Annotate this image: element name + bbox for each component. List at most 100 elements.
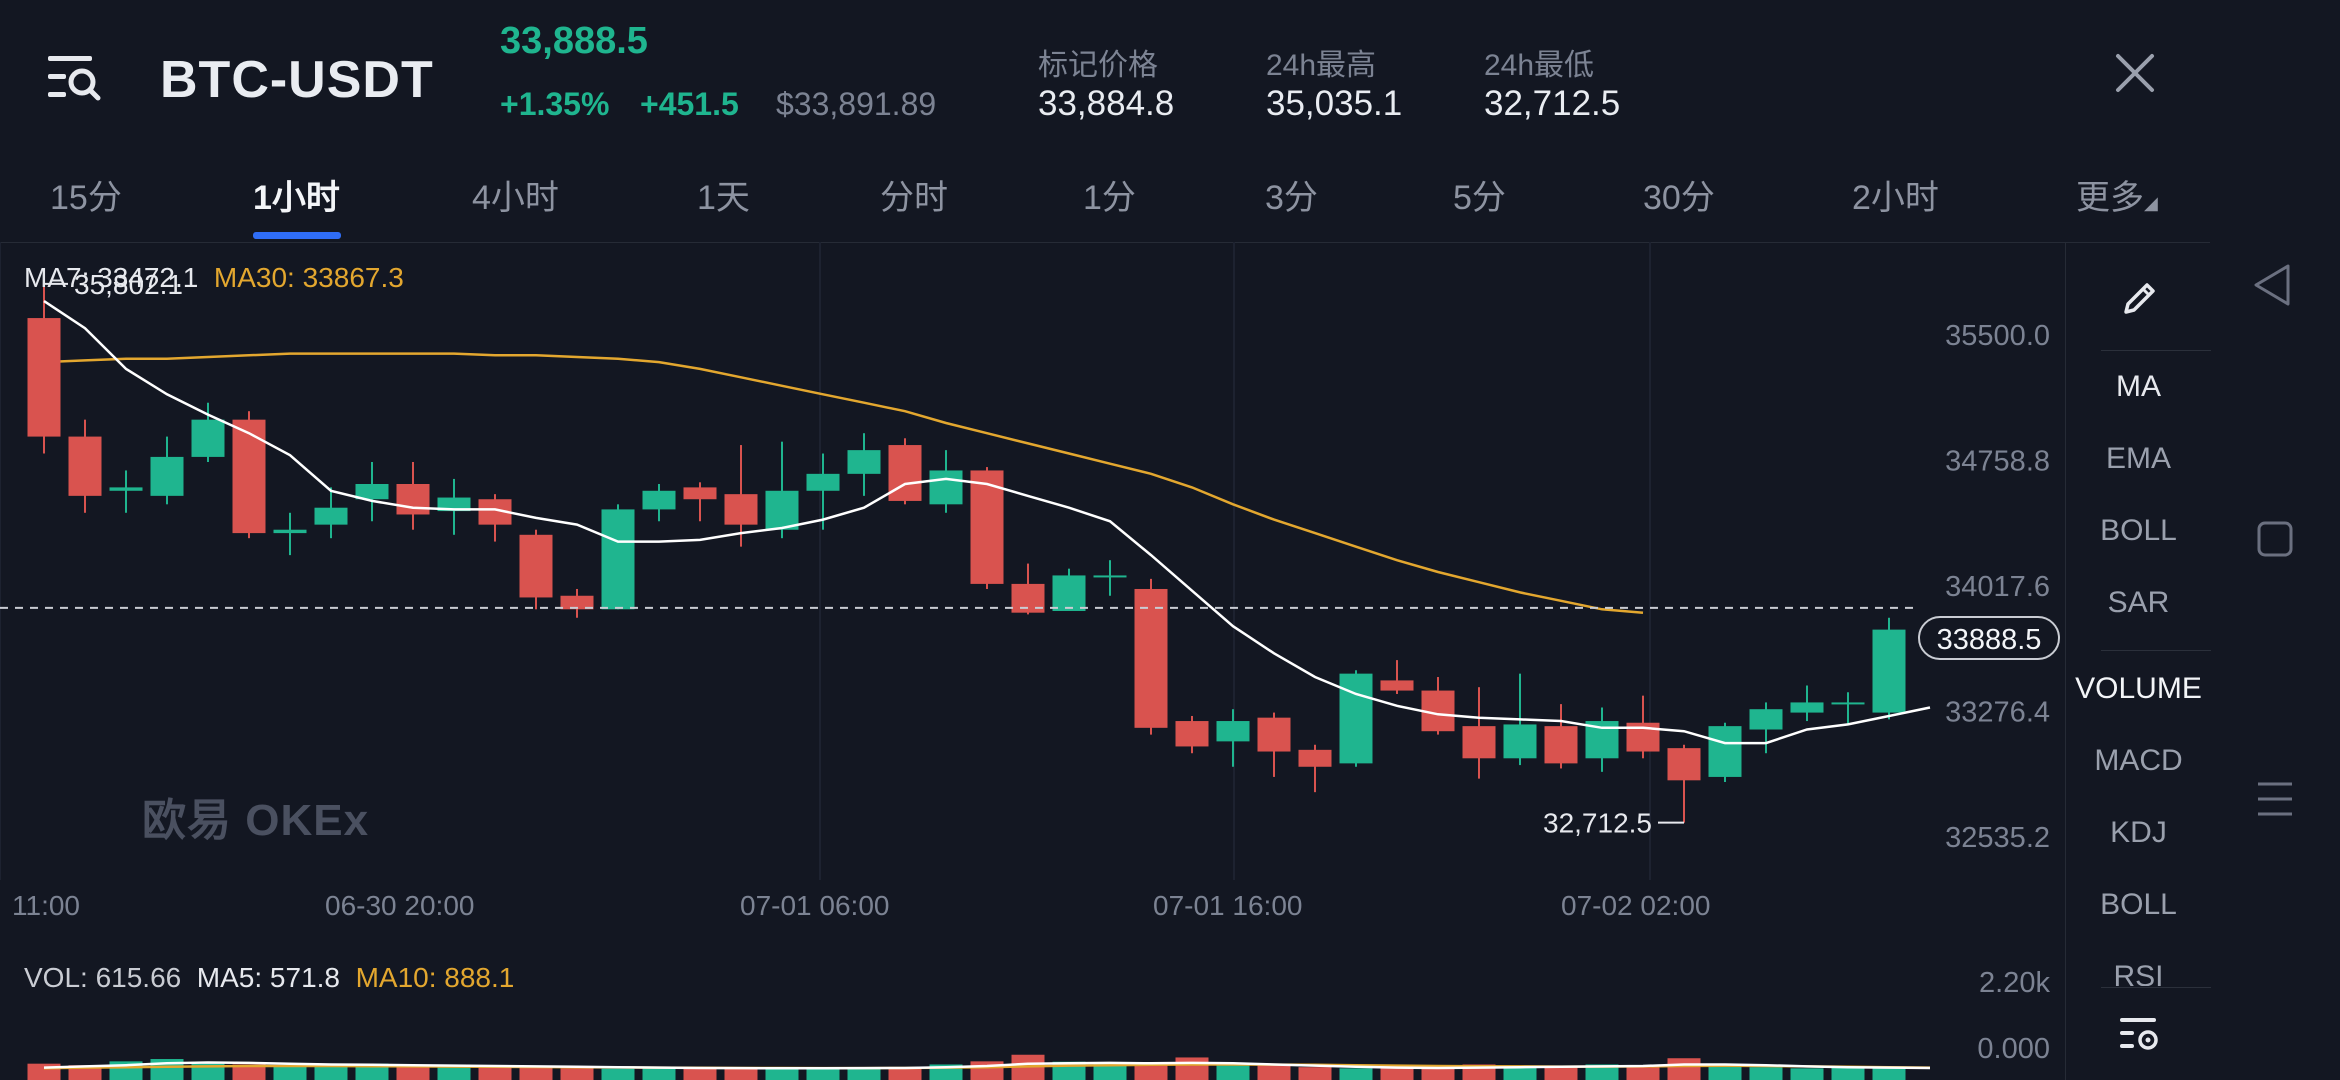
candle-body	[970, 470, 1004, 584]
candle-body	[150, 456, 184, 496]
vol-ma5-legend: MA5: 571.8	[196, 962, 340, 993]
mark-price-value: 33,884.8	[1038, 84, 1175, 123]
tab-1d[interactable]: 1天	[697, 179, 750, 217]
candle-body	[888, 445, 922, 501]
ma30-line	[43, 352, 1644, 614]
candle-body	[1544, 726, 1578, 764]
ma7-legend: MA7: 33472.1	[24, 262, 199, 293]
volume-bar	[806, 1068, 840, 1080]
indicator-kdj[interactable]: KDJ	[2110, 816, 2167, 849]
volume-bar	[1503, 1066, 1537, 1080]
candle-body	[1052, 575, 1086, 611]
pair-title[interactable]: BTC-USDT	[160, 51, 434, 109]
indicator-rsi[interactable]: RSI	[2113, 960, 2164, 986]
time-tick-label: 11:00	[12, 890, 80, 921]
tab-3m[interactable]: 3分	[1265, 179, 1318, 217]
tab-more[interactable]: 更多◢	[2076, 170, 2158, 219]
pencil-icon[interactable]	[2118, 276, 2162, 320]
home-nav-icon[interactable]	[2256, 520, 2294, 558]
candle-body	[601, 509, 635, 610]
volume-bar	[1749, 1067, 1783, 1080]
candle-body	[27, 318, 61, 437]
candle-body	[683, 487, 717, 500]
candle-body	[642, 490, 676, 510]
candle-body	[1790, 702, 1824, 713]
low-24h-label: 24h最低	[1484, 49, 1595, 82]
volume-bar	[1708, 1065, 1742, 1080]
tab-2h[interactable]: 2小时	[1852, 179, 1939, 217]
tab-30m[interactable]: 30分	[1643, 179, 1715, 217]
menu-search-icon[interactable]	[46, 52, 102, 104]
candle-body	[1134, 588, 1168, 728]
volume-bar	[1585, 1064, 1619, 1080]
indicator-sar[interactable]: SAR	[2107, 586, 2170, 619]
high-24h-value: 35,035.1	[1266, 84, 1403, 123]
volume-bar	[1380, 1068, 1414, 1080]
volume-bar	[519, 1067, 553, 1080]
candle-body	[1298, 749, 1332, 767]
candle-body	[929, 470, 963, 505]
volume-bar	[1667, 1058, 1701, 1080]
candle-body	[232, 419, 266, 534]
volume-bar	[1134, 1065, 1168, 1080]
candle-body	[519, 534, 553, 598]
ma7-line	[43, 300, 1931, 745]
high-marker-label: 35,802.1	[74, 269, 183, 300]
recents-nav-icon[interactable]	[2256, 780, 2294, 818]
low-24h-value: 32,712.5	[1484, 84, 1621, 123]
back-nav-icon[interactable]	[2250, 262, 2296, 308]
ma-legend: MA7: 33472.1 MA30: 33867.3	[24, 262, 404, 294]
tab-1m[interactable]: 1分	[1083, 179, 1136, 217]
mark-price-label: 标记价格	[1038, 49, 1158, 82]
candle-body	[1216, 721, 1250, 742]
tab-1h[interactable]: 1小时	[253, 179, 340, 217]
candle-body	[1708, 726, 1742, 777]
volume-bar	[724, 1067, 758, 1080]
ma30-legend: MA30: 33867.3	[213, 262, 404, 293]
candle-body	[109, 487, 143, 491]
indicator-settings-icon[interactable]	[2118, 1014, 2162, 1054]
price-tick-label: 33276.4	[1945, 697, 2050, 729]
candle-body	[1093, 575, 1127, 578]
candle-body	[847, 450, 881, 474]
volume-bar	[765, 1068, 799, 1080]
triangle-up-icon: ◢	[2144, 193, 2158, 213]
volume-bar	[1421, 1067, 1455, 1080]
sidebar-divider	[2101, 987, 2211, 988]
time-tick-label: 07-01 06:00	[740, 890, 889, 921]
indicator-macd[interactable]: MACD	[2094, 744, 2183, 777]
interval-tabs	[0, 150, 2210, 243]
candle-body	[806, 473, 840, 491]
volume-bar	[273, 1066, 307, 1080]
candle-body	[1872, 629, 1906, 713]
indicator-volume[interactable]: VOLUME	[2075, 672, 2202, 705]
volume-tick-label: 0.000	[1977, 1033, 2050, 1065]
price-tick-label: 32535.2	[1945, 822, 2050, 854]
volume-tick-label: 2.20k	[1979, 967, 2050, 999]
kline-chart[interactable]: 35500.0 34758.8 34017.6 33276.4 32535.2 11:00…	[0, 242, 2065, 1080]
tab-15m[interactable]: 15分	[50, 179, 122, 217]
volume-bar	[1216, 1062, 1250, 1080]
indicator-ema[interactable]: EMA	[2105, 442, 2171, 475]
tab-timeshare[interactable]: 分时	[880, 179, 948, 217]
indicator-ma[interactable]: MA	[2116, 370, 2161, 403]
indicator-boll[interactable]: BOLL	[2100, 514, 2177, 547]
volume-bar	[1298, 1067, 1332, 1080]
tab-4h[interactable]: 4小时	[472, 179, 559, 217]
change-amount: +451.5	[640, 86, 739, 122]
volume-legend: VOL: 615.66 MA5: 571.8 MA10: 888.1	[24, 962, 514, 994]
last-price: 33,888.5	[500, 20, 648, 62]
candle-body	[1462, 726, 1496, 759]
price-tick-label: 34017.6	[1945, 571, 2050, 603]
close-icon[interactable]	[2112, 50, 2158, 96]
ticker-header: BTC-USDT 33,888.5 +1.35% +451.5 $33,891.…	[0, 0, 2210, 150]
price-tick-label: 35500.0	[1945, 320, 2050, 352]
volume-bar	[1093, 1063, 1127, 1080]
volume-bar	[314, 1065, 348, 1080]
volume-bar	[1339, 1068, 1373, 1080]
indicator-boll-sub[interactable]: BOLL	[2100, 888, 2177, 921]
okex-watermark: 欧易 OKEx	[142, 796, 370, 845]
tab-5m[interactable]: 5分	[1453, 179, 1506, 217]
candle-body	[1257, 717, 1291, 752]
candle-body	[1749, 709, 1783, 730]
